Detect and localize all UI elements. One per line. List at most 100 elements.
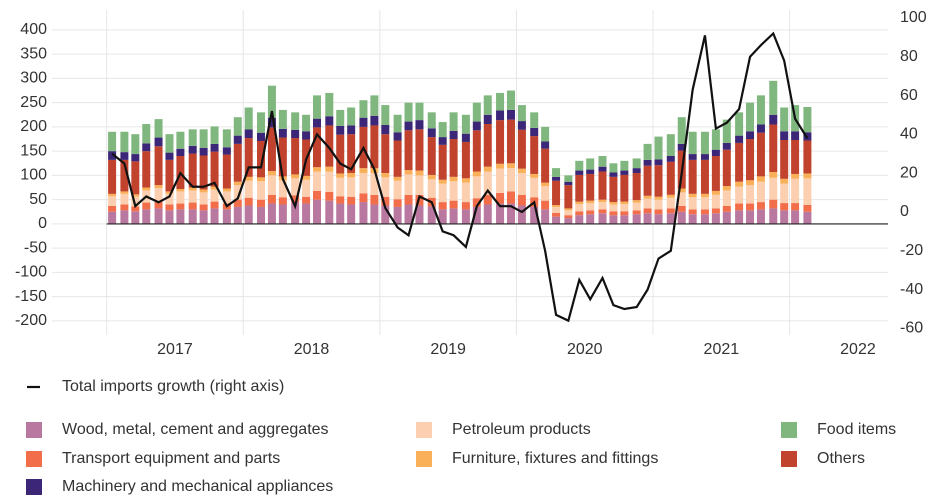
bar-segment xyxy=(791,178,800,204)
bar-segment xyxy=(688,214,697,224)
bar-segment xyxy=(472,130,481,172)
bar-segment xyxy=(210,208,219,224)
bar-segment xyxy=(176,191,185,204)
bar-segment xyxy=(620,215,629,224)
x-tick-label: 2021 xyxy=(704,341,740,358)
bar-segment xyxy=(438,179,447,184)
legend-swatch xyxy=(26,422,42,438)
bar-segment xyxy=(142,151,151,188)
bar-segment xyxy=(154,119,163,138)
bar-segment xyxy=(404,204,413,224)
bar-segment xyxy=(791,140,800,174)
bar-segment xyxy=(769,199,778,209)
bar-segment xyxy=(666,213,675,224)
bar-segment xyxy=(746,185,755,204)
bar-segment xyxy=(257,177,265,182)
bar-segment xyxy=(722,190,731,206)
bar-segment xyxy=(654,165,663,197)
bar-segment xyxy=(769,80,778,115)
bar-segment xyxy=(393,176,402,181)
bar-segment xyxy=(700,197,709,210)
bar-segment xyxy=(427,174,436,180)
bar-segment xyxy=(677,117,686,144)
bar-segment xyxy=(530,177,539,198)
bar-segment xyxy=(735,135,744,143)
bar-segment xyxy=(291,129,300,139)
bar-segment xyxy=(415,170,424,176)
bar-segment xyxy=(347,125,356,135)
bar-segment xyxy=(291,174,300,179)
bar-segment xyxy=(291,138,300,175)
bar-segment xyxy=(199,155,208,190)
bar-segment xyxy=(541,126,550,142)
bar-segment xyxy=(688,131,697,155)
bar-segment xyxy=(325,116,334,126)
bar-segment xyxy=(325,171,334,192)
bar-segment xyxy=(381,177,390,197)
bar-segment xyxy=(188,153,197,188)
bar-segment xyxy=(336,134,345,174)
bar-segment xyxy=(552,216,561,224)
bar-segment xyxy=(586,214,595,224)
bar-segment xyxy=(199,129,208,148)
bar-segment xyxy=(438,183,447,203)
bar-segment xyxy=(438,144,447,180)
bar-segment xyxy=(575,174,584,202)
bar-segment xyxy=(496,168,505,193)
bar-segment xyxy=(291,195,300,203)
bar-segment xyxy=(746,180,755,186)
bar-segment xyxy=(496,203,505,224)
bar-segment xyxy=(199,192,208,205)
bar-segment xyxy=(803,178,812,205)
bar-segment xyxy=(506,203,515,224)
bar-segment xyxy=(449,181,458,201)
bar-segment xyxy=(461,114,470,134)
bar-segment xyxy=(120,210,129,224)
bar-segment xyxy=(711,149,720,157)
bar-segment xyxy=(688,197,697,210)
bar-segment xyxy=(746,131,755,140)
bar-segment xyxy=(643,198,652,209)
bar-segment xyxy=(746,210,755,224)
bar-segment xyxy=(700,193,709,198)
bar-segment xyxy=(472,102,481,122)
y-tick-label: -50 xyxy=(24,239,47,256)
bar-segment xyxy=(393,140,402,177)
bar-segment xyxy=(131,194,140,197)
bar-segment xyxy=(381,124,390,135)
bar-segment xyxy=(711,129,720,150)
bar-segment xyxy=(586,210,595,215)
bar-segment xyxy=(257,181,265,200)
bar-segment xyxy=(325,92,334,117)
bar-segment xyxy=(654,209,663,215)
legend-swatch xyxy=(26,451,42,467)
bar-segment xyxy=(257,112,265,133)
bar-segment xyxy=(347,177,356,197)
bar-segment xyxy=(756,209,765,224)
bar-segment xyxy=(302,175,311,180)
bar-segment xyxy=(278,204,287,224)
bar-segment xyxy=(244,138,253,177)
bar-segment xyxy=(541,186,550,201)
bar-segment xyxy=(313,171,322,191)
bar-segment xyxy=(620,201,629,205)
bar-segment xyxy=(530,206,539,224)
bar-segment xyxy=(188,187,197,191)
bar-segment xyxy=(336,125,345,135)
bar-segment xyxy=(359,193,368,203)
bar-segment xyxy=(325,200,334,224)
bar-segment xyxy=(359,172,368,194)
bar-segment xyxy=(472,121,481,131)
bar-segment xyxy=(165,134,174,153)
bar-segment xyxy=(791,203,800,211)
bar-segment xyxy=(791,173,800,179)
bar-segment xyxy=(722,205,731,212)
bar-segment xyxy=(564,218,573,224)
bar-segment xyxy=(210,189,219,202)
bar-segment xyxy=(120,191,129,194)
bar-segment xyxy=(449,200,458,209)
bar-segment xyxy=(347,204,356,224)
bar-segment xyxy=(496,110,505,121)
bar-segment xyxy=(131,134,140,155)
bar-segment xyxy=(722,119,731,143)
